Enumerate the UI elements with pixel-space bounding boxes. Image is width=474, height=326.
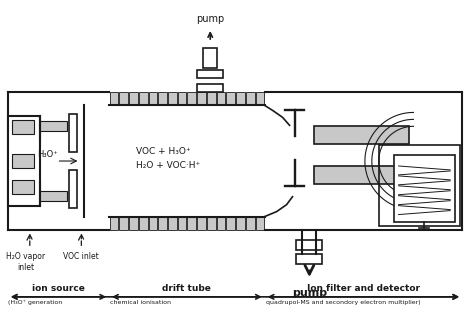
Bar: [379, 145, 460, 227]
Text: Ion filter and detector: Ion filter and detector: [307, 284, 420, 293]
Bar: [109, 92, 118, 106]
Bar: [12, 180, 34, 194]
Bar: [197, 216, 206, 230]
Bar: [178, 216, 186, 230]
Bar: [148, 216, 157, 230]
Bar: [297, 240, 322, 250]
Bar: [246, 92, 255, 106]
Bar: [227, 216, 235, 230]
Bar: [314, 166, 409, 184]
Bar: [255, 92, 264, 106]
Bar: [255, 216, 264, 230]
Bar: [129, 92, 138, 106]
Bar: [158, 216, 167, 230]
Bar: [217, 216, 225, 230]
Bar: [246, 216, 255, 230]
Bar: [8, 116, 40, 206]
Bar: [393, 155, 455, 222]
Text: H₃O⁺: H₃O⁺: [37, 150, 58, 159]
Bar: [69, 114, 77, 152]
Bar: [139, 92, 147, 106]
Bar: [119, 92, 128, 106]
Bar: [197, 92, 206, 106]
Bar: [109, 216, 118, 230]
Bar: [40, 121, 67, 131]
Bar: [148, 92, 157, 106]
Bar: [12, 154, 34, 168]
Bar: [187, 92, 196, 106]
Text: pump: pump: [292, 288, 327, 298]
Bar: [207, 92, 216, 106]
Text: VOC inlet: VOC inlet: [64, 252, 99, 261]
Text: drift tube: drift tube: [163, 284, 211, 293]
Bar: [139, 216, 147, 230]
Text: pump: pump: [196, 14, 224, 24]
Text: (H₃O⁺ generation: (H₃O⁺ generation: [8, 300, 62, 305]
Bar: [187, 216, 196, 230]
Bar: [297, 254, 322, 264]
Bar: [197, 84, 223, 92]
Bar: [207, 216, 216, 230]
Text: quadrupol-MS and secondory electron multiplier): quadrupol-MS and secondory electron mult…: [266, 300, 420, 305]
Text: chemical ionisation: chemical ionisation: [110, 300, 171, 305]
Bar: [40, 191, 67, 201]
Text: VOC + H₃O⁺: VOC + H₃O⁺: [136, 147, 191, 156]
Bar: [178, 92, 186, 106]
Text: ion source: ion source: [32, 284, 85, 293]
Text: H₂O vapor
inlet: H₂O vapor inlet: [6, 252, 46, 272]
Bar: [236, 216, 245, 230]
Bar: [69, 170, 77, 208]
Bar: [227, 92, 235, 106]
Bar: [168, 216, 177, 230]
Bar: [158, 92, 167, 106]
Bar: [129, 216, 138, 230]
Bar: [236, 92, 245, 106]
Bar: [12, 120, 34, 134]
Bar: [168, 92, 177, 106]
Text: H₂O + VOC·H⁺: H₂O + VOC·H⁺: [136, 161, 200, 170]
Bar: [197, 70, 223, 78]
Bar: [217, 92, 225, 106]
Bar: [203, 48, 217, 68]
Bar: [119, 216, 128, 230]
Bar: [314, 126, 409, 144]
